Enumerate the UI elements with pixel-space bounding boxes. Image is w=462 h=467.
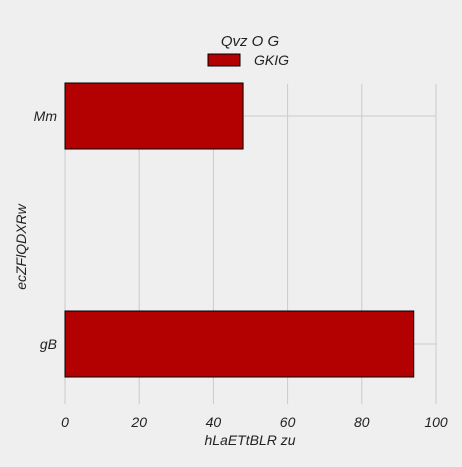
bar-gB	[64, 310, 415, 378]
x-axis-label: hLaETtBLR zu	[204, 432, 295, 448]
x-tick-label-5: 100	[424, 414, 448, 430]
y-tick-label-0: Mm	[34, 108, 58, 124]
legend: Qvz O G GKIG	[207, 33, 289, 68]
legend-entry-label: GKIG	[254, 52, 289, 68]
legend-title: Qvz O G	[221, 33, 280, 50]
legend-swatch	[207, 53, 241, 67]
x-tick-label-4: 80	[354, 414, 370, 430]
x-tick-label-2: 40	[206, 414, 222, 430]
tick-labels: Mm gB 0 20 40 60 80 100	[34, 108, 448, 430]
y-tick-label-1: gB	[40, 336, 57, 352]
bars	[64, 82, 415, 378]
bar-Mm	[64, 82, 244, 150]
y-axis-label: ecZFlQDXRw	[13, 203, 29, 289]
x-tick-label-1: 20	[130, 414, 147, 430]
x-tick-label-3: 60	[280, 414, 296, 430]
x-tick-label-0: 0	[61, 414, 69, 430]
